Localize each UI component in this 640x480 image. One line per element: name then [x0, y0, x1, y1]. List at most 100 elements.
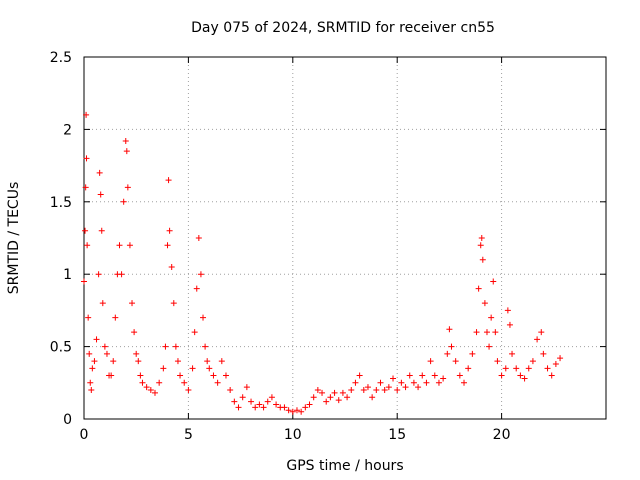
data-point	[423, 379, 430, 386]
plot-frame	[83, 56, 607, 420]
y-tick-label: 0.5	[50, 340, 72, 356]
data-point	[214, 379, 221, 386]
data-point	[525, 365, 532, 372]
data-point	[120, 198, 127, 205]
data-point	[110, 358, 117, 365]
data-point	[557, 355, 564, 362]
data-point	[431, 372, 438, 379]
data-point	[444, 350, 451, 357]
data-point	[517, 372, 524, 379]
data-point	[87, 379, 94, 386]
data-point	[323, 398, 330, 405]
data-point	[195, 235, 202, 241]
data-point	[364, 384, 371, 391]
data-point	[327, 394, 334, 401]
data-point	[84, 242, 91, 249]
data-point	[108, 372, 115, 379]
data-point	[494, 358, 501, 365]
data-point	[122, 137, 129, 144]
data-point	[118, 271, 125, 278]
data-point	[483, 329, 490, 336]
data-point	[475, 285, 482, 292]
grid-lines	[84, 57, 606, 419]
data-point	[477, 242, 484, 249]
data-point	[200, 314, 207, 321]
data-point	[356, 372, 363, 379]
data-point	[298, 408, 305, 415]
data-point	[268, 394, 275, 401]
data-point	[306, 401, 313, 408]
data-point	[534, 336, 541, 343]
data-point	[427, 358, 434, 365]
data-point	[506, 321, 513, 328]
data-point	[103, 350, 110, 357]
data-point	[540, 350, 547, 357]
data-point	[165, 177, 172, 184]
data-point	[135, 358, 142, 365]
data-series-srmtid	[81, 111, 564, 415]
data-point	[137, 372, 144, 379]
data-point	[189, 365, 196, 372]
data-point	[97, 191, 104, 198]
data-point	[435, 379, 442, 386]
data-point	[243, 384, 250, 391]
data-point	[101, 343, 108, 350]
data-point	[465, 365, 472, 372]
data-point	[164, 242, 171, 249]
data-point	[481, 300, 488, 307]
data-point	[129, 300, 136, 307]
data-point	[544, 365, 551, 372]
data-point	[264, 398, 271, 405]
data-point	[191, 329, 198, 336]
data-point	[415, 384, 422, 391]
data-point	[521, 375, 528, 382]
data-point	[498, 372, 505, 379]
data-point	[206, 365, 213, 372]
data-point	[193, 285, 200, 292]
data-point	[339, 389, 346, 396]
data-point	[89, 365, 96, 372]
data-point	[478, 235, 485, 241]
data-point	[529, 358, 536, 365]
data-point	[133, 350, 140, 357]
data-point	[204, 358, 211, 365]
data-point	[377, 379, 384, 386]
data-point	[123, 148, 130, 155]
data-point	[402, 384, 409, 391]
data-point	[469, 350, 476, 357]
axis-ticks: 0 5 10 15 20 0 0.5 1 1.5 2 2.5	[50, 50, 606, 443]
x-axis-label: GPS time / hours	[286, 458, 403, 474]
data-point	[394, 387, 401, 394]
data-point	[410, 379, 417, 386]
data-point	[160, 365, 167, 372]
data-point	[81, 278, 87, 285]
data-point	[369, 394, 376, 401]
data-point	[222, 372, 229, 379]
data-point	[373, 387, 380, 394]
data-point	[85, 314, 92, 321]
data-point	[398, 379, 405, 386]
data-point	[93, 336, 100, 343]
data-point	[348, 387, 355, 394]
data-point	[473, 329, 480, 336]
data-point	[83, 111, 90, 118]
data-point	[210, 372, 217, 379]
data-point	[156, 379, 163, 386]
data-point	[252, 404, 259, 411]
data-point	[260, 404, 267, 411]
data-point	[319, 389, 326, 396]
y-tick-label: 2.5	[50, 50, 72, 66]
data-point	[99, 300, 106, 307]
data-point	[256, 401, 263, 408]
data-point	[479, 256, 486, 263]
data-point	[448, 343, 455, 350]
data-point	[310, 394, 317, 401]
data-point	[147, 387, 154, 394]
x-tick-label: 5	[184, 427, 193, 443]
data-point	[488, 314, 495, 321]
data-point	[82, 227, 89, 234]
chart-title: Day 075 of 2024, SRMTID for receiver cn5…	[191, 20, 495, 36]
data-point	[385, 384, 392, 391]
data-point	[360, 387, 367, 394]
data-point	[406, 372, 413, 379]
